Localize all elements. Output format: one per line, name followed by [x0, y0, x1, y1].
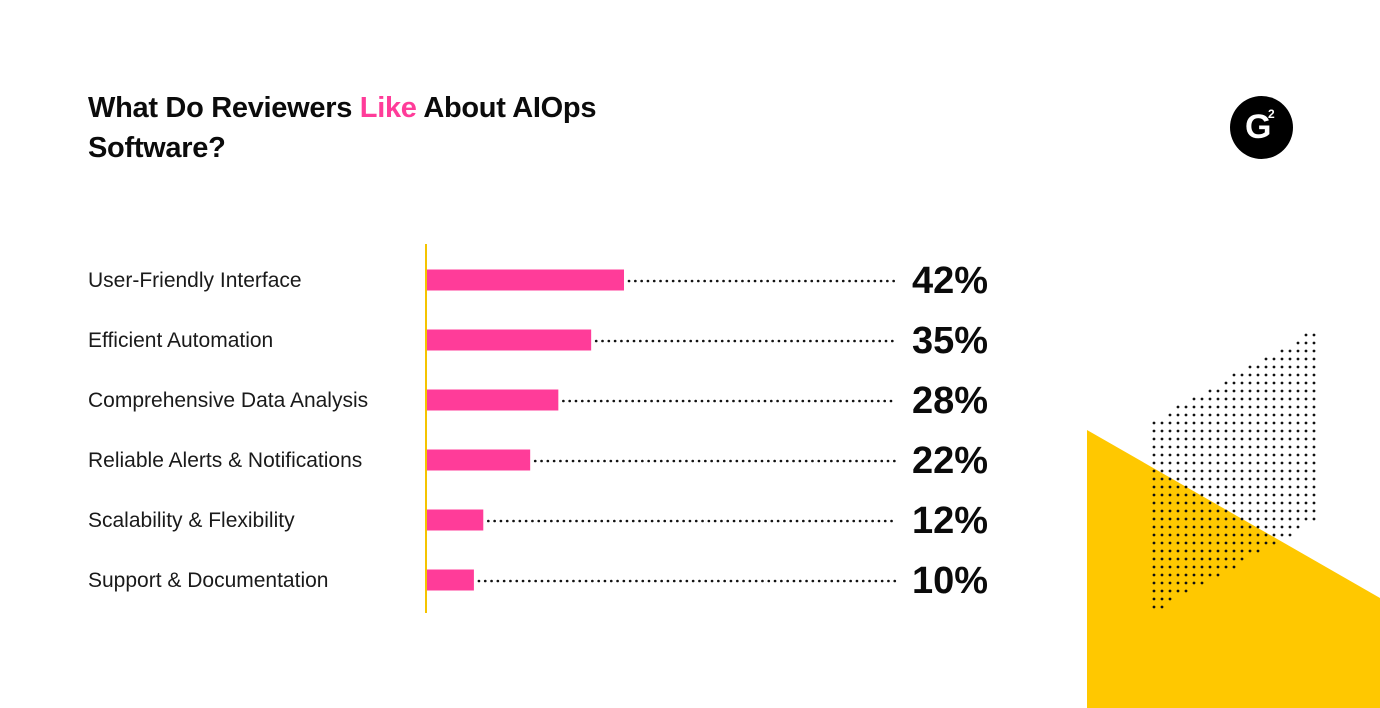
category-label: Comprehensive Data Analysis	[88, 389, 368, 412]
bar	[427, 509, 484, 531]
bar	[427, 569, 474, 591]
bar	[427, 449, 531, 471]
title-highlight: Like	[359, 92, 417, 124]
bar	[427, 269, 624, 291]
bar	[427, 389, 559, 411]
dot-pattern	[1152, 333, 1316, 609]
value-label: 42%	[912, 260, 988, 302]
category-label: User-Friendly Interface	[88, 269, 302, 292]
value-label: 22%	[912, 440, 988, 482]
title-part1: What Do Reviewers	[88, 92, 360, 124]
title-part2: About AIOps Software?	[88, 92, 597, 164]
value-label: 28%	[912, 380, 988, 422]
bar	[427, 329, 592, 351]
value-label: 35%	[912, 320, 988, 362]
category-label: Reliable Alerts & Notifications	[88, 449, 362, 472]
g2-logo-superscript: 2	[1268, 107, 1275, 121]
value-label: 10%	[912, 560, 988, 602]
g2-logo-letter: G	[1245, 108, 1272, 146]
g2-logo: G 2	[1230, 96, 1293, 159]
value-label: 12%	[912, 500, 988, 542]
category-label: Efficient Automation	[88, 329, 273, 352]
yellow-triangle-shape	[1087, 430, 1380, 708]
category-label: Scalability & Flexibility	[88, 509, 295, 532]
chart-title: What Do Reviewers Like About AIOps Softw…	[88, 88, 648, 168]
category-label: Support & Documentation	[88, 569, 328, 592]
